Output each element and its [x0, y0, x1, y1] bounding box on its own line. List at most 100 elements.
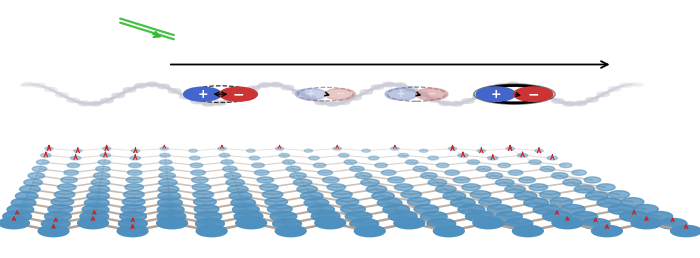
Circle shape	[90, 101, 102, 106]
Circle shape	[20, 186, 40, 193]
Circle shape	[506, 147, 514, 150]
Circle shape	[232, 205, 259, 214]
Circle shape	[658, 219, 687, 229]
Circle shape	[466, 211, 494, 222]
Circle shape	[64, 170, 78, 175]
Circle shape	[563, 179, 582, 186]
Circle shape	[646, 212, 673, 221]
Circle shape	[584, 177, 601, 183]
Circle shape	[191, 99, 204, 104]
Circle shape	[608, 205, 635, 214]
Circle shape	[512, 225, 543, 237]
Circle shape	[297, 186, 318, 193]
Circle shape	[159, 166, 174, 172]
Circle shape	[130, 156, 141, 160]
Circle shape	[159, 173, 176, 179]
Circle shape	[247, 86, 260, 91]
Circle shape	[505, 186, 526, 193]
Circle shape	[51, 198, 74, 206]
Circle shape	[435, 186, 456, 193]
Circle shape	[450, 101, 463, 106]
Circle shape	[586, 192, 608, 200]
Circle shape	[528, 160, 541, 164]
Circle shape	[355, 173, 372, 179]
Circle shape	[221, 160, 234, 164]
Circle shape	[11, 198, 36, 207]
Circle shape	[66, 98, 79, 102]
Circle shape	[318, 170, 332, 175]
Circle shape	[229, 192, 252, 200]
Circle shape	[262, 191, 283, 198]
Circle shape	[78, 101, 91, 106]
Circle shape	[48, 205, 73, 214]
Circle shape	[304, 198, 329, 207]
Circle shape	[608, 86, 621, 91]
Circle shape	[265, 198, 288, 206]
Circle shape	[473, 217, 504, 229]
Circle shape	[518, 84, 531, 88]
Circle shape	[100, 154, 111, 157]
Circle shape	[443, 192, 466, 200]
Circle shape	[112, 93, 125, 98]
Circle shape	[597, 92, 610, 97]
Circle shape	[158, 192, 181, 200]
Circle shape	[7, 205, 34, 214]
Circle shape	[195, 212, 222, 221]
Circle shape	[98, 160, 111, 164]
Circle shape	[413, 166, 428, 172]
Circle shape	[609, 191, 629, 198]
Circle shape	[61, 177, 77, 183]
Circle shape	[344, 160, 356, 164]
Circle shape	[366, 186, 387, 193]
Circle shape	[631, 82, 643, 87]
Circle shape	[45, 212, 71, 221]
Circle shape	[87, 192, 109, 200]
Circle shape	[398, 154, 409, 157]
Circle shape	[180, 94, 193, 99]
Circle shape	[41, 154, 51, 157]
Circle shape	[146, 82, 158, 87]
Circle shape	[496, 84, 508, 88]
Circle shape	[267, 205, 292, 214]
Circle shape	[586, 98, 598, 102]
Circle shape	[476, 87, 515, 101]
Circle shape	[33, 83, 46, 88]
Circle shape	[93, 173, 110, 179]
Circle shape	[360, 179, 379, 186]
Circle shape	[74, 149, 82, 152]
Circle shape	[621, 198, 644, 206]
Circle shape	[220, 87, 258, 101]
Circle shape	[414, 205, 439, 214]
Circle shape	[436, 163, 449, 168]
Circle shape	[160, 154, 170, 157]
Circle shape	[508, 170, 523, 175]
Circle shape	[451, 198, 475, 207]
Circle shape	[504, 219, 533, 229]
Circle shape	[82, 205, 109, 214]
Circle shape	[631, 217, 662, 229]
Circle shape	[293, 179, 312, 186]
Circle shape	[57, 184, 76, 191]
Circle shape	[218, 147, 226, 150]
Circle shape	[224, 173, 241, 179]
Circle shape	[132, 149, 140, 152]
Circle shape	[552, 99, 564, 103]
Circle shape	[236, 217, 267, 229]
Circle shape	[479, 198, 501, 206]
Circle shape	[279, 154, 289, 157]
Circle shape	[22, 82, 34, 87]
Circle shape	[41, 219, 70, 229]
Circle shape	[517, 154, 528, 157]
Circle shape	[249, 156, 260, 160]
Circle shape	[295, 88, 326, 100]
Circle shape	[547, 156, 558, 160]
Circle shape	[125, 184, 144, 191]
Circle shape	[309, 156, 319, 160]
Circle shape	[385, 88, 417, 100]
Circle shape	[529, 88, 542, 93]
Circle shape	[71, 156, 80, 160]
Circle shape	[157, 84, 169, 89]
Circle shape	[362, 149, 370, 152]
Circle shape	[372, 192, 394, 200]
Circle shape	[514, 87, 553, 101]
